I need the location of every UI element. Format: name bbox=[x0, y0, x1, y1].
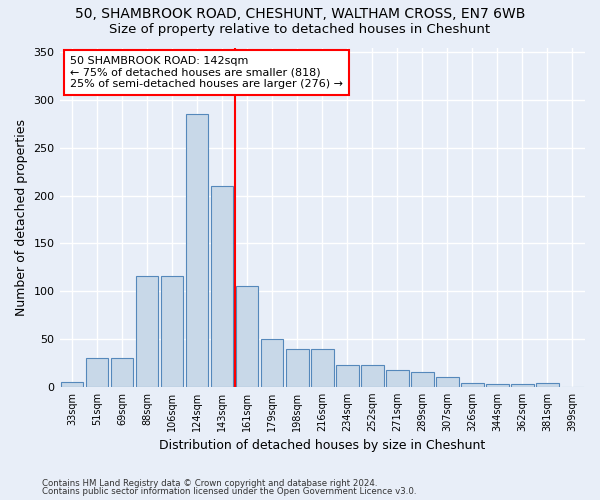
Text: Size of property relative to detached houses in Cheshunt: Size of property relative to detached ho… bbox=[109, 22, 491, 36]
Text: 50, SHAMBROOK ROAD, CHESHUNT, WALTHAM CROSS, EN7 6WB: 50, SHAMBROOK ROAD, CHESHUNT, WALTHAM CR… bbox=[75, 8, 525, 22]
Bar bbox=[461, 383, 484, 387]
Text: Contains public sector information licensed under the Open Government Licence v3: Contains public sector information licen… bbox=[42, 487, 416, 496]
Bar bbox=[511, 384, 534, 387]
Bar bbox=[61, 382, 83, 387]
Bar bbox=[386, 370, 409, 387]
Bar bbox=[86, 358, 109, 387]
Bar bbox=[486, 384, 509, 387]
Bar bbox=[411, 372, 434, 387]
Bar bbox=[211, 186, 233, 387]
Bar bbox=[536, 383, 559, 387]
Bar bbox=[236, 286, 259, 387]
Bar bbox=[336, 365, 359, 387]
Bar bbox=[161, 276, 184, 387]
Bar bbox=[261, 339, 283, 387]
Bar bbox=[286, 348, 308, 387]
Bar bbox=[311, 348, 334, 387]
Bar bbox=[361, 365, 383, 387]
Text: Contains HM Land Registry data © Crown copyright and database right 2024.: Contains HM Land Registry data © Crown c… bbox=[42, 478, 377, 488]
Bar bbox=[111, 358, 133, 387]
Bar bbox=[436, 377, 458, 387]
Y-axis label: Number of detached properties: Number of detached properties bbox=[15, 118, 28, 316]
Bar bbox=[186, 114, 208, 387]
Bar bbox=[136, 276, 158, 387]
Text: 50 SHAMBROOK ROAD: 142sqm
← 75% of detached houses are smaller (818)
25% of semi: 50 SHAMBROOK ROAD: 142sqm ← 75% of detac… bbox=[70, 56, 343, 89]
X-axis label: Distribution of detached houses by size in Cheshunt: Distribution of detached houses by size … bbox=[159, 440, 485, 452]
